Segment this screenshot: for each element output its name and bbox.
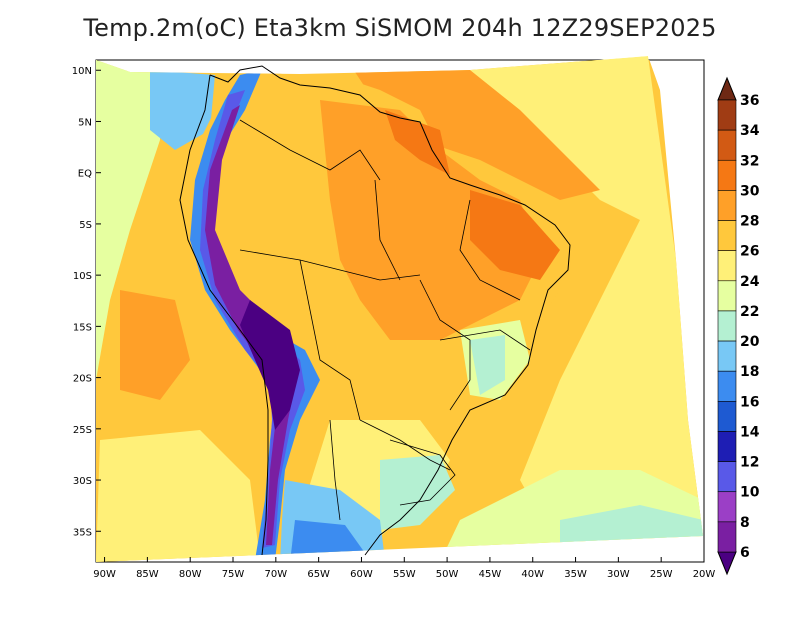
- field-highlands-cool: [470, 335, 505, 395]
- field-south-pacific: [96, 430, 260, 562]
- lat-tick-label: 30S: [73, 476, 92, 487]
- colorbar-extend-min: [717, 551, 737, 576]
- border-states-central: [419, 279, 471, 411]
- colorbar-label: 18: [740, 364, 759, 380]
- colorbar-bin: [717, 401, 737, 432]
- border-paraguay: [359, 419, 451, 471]
- colorbar-bin: [717, 159, 737, 191]
- field-amazon-hot: [320, 100, 540, 340]
- colorbar-bin: [717, 491, 737, 523]
- colorbar-label: 24: [740, 274, 760, 290]
- colorbar-bin: [717, 220, 737, 251]
- colorbar-bin: [717, 280, 737, 312]
- lat-tick-label: EQ: [78, 169, 92, 180]
- colorbar-label: 26: [740, 244, 759, 260]
- colorbar-label: 28: [740, 214, 759, 230]
- field-atlantic-warm: [470, 56, 703, 552]
- colorbar-bin: [717, 310, 737, 342]
- coastline-atlantic: [209, 65, 571, 556]
- map-title: Temp.2m(oC) Eta3km SiSMOM 204h 12Z29SEP2…: [83, 14, 717, 42]
- lon-tick-label: 40W: [521, 569, 544, 580]
- colorbar-label: 30: [740, 183, 760, 199]
- lat-tick-label: 10N: [72, 66, 92, 77]
- coastlines: [179, 65, 571, 556]
- lon-tick-label: 20W: [693, 569, 716, 580]
- lon-tick-label: 60W: [350, 569, 373, 580]
- lat-tick-label: 15S: [73, 322, 92, 333]
- border-argentina: [329, 419, 341, 521]
- colorbar-bin: [717, 250, 737, 282]
- temperature-field: [96, 56, 703, 562]
- colorbar-bin: [717, 431, 737, 462]
- colorbar-bin: [717, 99, 737, 131]
- lon-tick-label: 70W: [265, 569, 288, 580]
- border-states-para: [374, 179, 401, 281]
- lat-tick-label: 10S: [73, 271, 92, 282]
- border-states-northeast: [459, 199, 521, 301]
- lon-tick-label: 25W: [650, 569, 673, 580]
- field-pacific-cold-tongue: [150, 70, 215, 150]
- lon-tick-label: 30W: [607, 569, 630, 580]
- colorbar-bin: [717, 521, 737, 553]
- field-north-hot: [385, 110, 450, 175]
- field-equatorial-atlantic: [355, 70, 600, 200]
- lat-tick-label: 35S: [73, 527, 92, 538]
- colorbar: 36 34 32 30 28 26 24 22 20 18 16 14 12 10 8 6: [717, 76, 760, 576]
- border-uruguay: [389, 439, 456, 506]
- colorbar-label: 32: [740, 153, 759, 169]
- colorbar-label: 22: [740, 304, 759, 320]
- field-pacific-margin: [96, 60, 160, 380]
- lat-tick-label: 20S: [73, 374, 92, 385]
- country-borders: [239, 119, 531, 521]
- colorbar-label: 10: [740, 485, 760, 501]
- lon-tick-label: 45W: [479, 569, 502, 580]
- coastline-pacific: [179, 74, 269, 556]
- border-amazon: [239, 249, 421, 281]
- colorbar-label: 14: [740, 424, 760, 440]
- lon-tick-label: 55W: [393, 569, 416, 580]
- field-northeast-hot: [470, 190, 560, 280]
- latitude-axis: 10N 5N EQ 5S 10S 15S 20S 25S 30S 35S: [72, 66, 101, 538]
- field-altiplano: [240, 300, 300, 430]
- colorbar-label: 16: [740, 394, 759, 410]
- lon-tick-label: 50W: [436, 569, 459, 580]
- lon-tick-label: 80W: [179, 569, 202, 580]
- colorbar-bin: [717, 129, 737, 161]
- longitude-axis: 90W 85W 80W 75W 70W 65W 60W 55W 50W 45W 40W 35W 30W 2…: [93, 557, 715, 580]
- lon-tick-label: 35W: [564, 569, 587, 580]
- lat-tick-label: 5N: [78, 117, 92, 128]
- colorbar-bin: [717, 461, 737, 493]
- lat-tick-label: 5S: [79, 220, 92, 231]
- border-states-southeast: [439, 329, 531, 351]
- colorbar-label: 36: [740, 93, 759, 109]
- colorbar-bin: [717, 370, 737, 402]
- colorbar-label: 8: [740, 515, 750, 531]
- border-bolivia: [299, 259, 361, 421]
- field-pacific-warm-pool: [120, 290, 190, 400]
- border-north: [239, 119, 381, 181]
- lat-tick-label: 25S: [73, 425, 92, 436]
- colorbar-bin: [717, 340, 737, 372]
- lon-tick-label: 75W: [222, 569, 245, 580]
- colorbar-label: 34: [740, 123, 760, 139]
- colorbar-label: 12: [740, 455, 759, 471]
- lon-tick-label: 65W: [307, 569, 330, 580]
- lon-tick-label: 85W: [136, 569, 159, 580]
- lon-tick-label: 90W: [93, 569, 116, 580]
- colorbar-label: 6: [740, 545, 750, 561]
- colorbar-label: 20: [740, 334, 760, 350]
- colorbar-bin: [717, 190, 737, 221]
- colorbar-extend-max: [717, 76, 737, 101]
